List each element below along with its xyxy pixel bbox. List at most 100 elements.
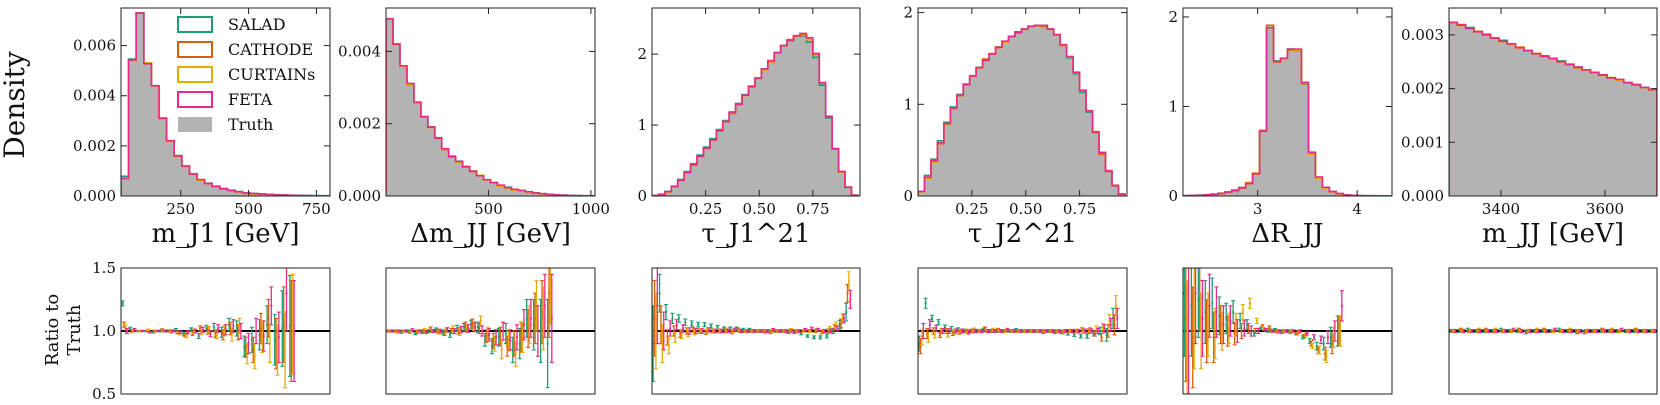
ratio-point-cathode — [945, 330, 948, 332]
ratio-point-cathode — [548, 292, 551, 295]
ratio-point-curtains — [1652, 330, 1655, 332]
ratio-point-feta — [543, 304, 546, 307]
ratio-point-salad — [129, 327, 132, 330]
truth-bar — [399, 65, 408, 196]
ratio-point-salad — [539, 330, 542, 332]
ratio-point-cathode — [401, 330, 404, 332]
ratio-point-feta — [1628, 330, 1631, 332]
truth-bar — [924, 177, 932, 196]
ratio-point-salad — [386, 330, 389, 332]
ratio-point-salad — [989, 330, 992, 332]
ratio-point-curtains — [1602, 330, 1605, 332]
ratio-point-curtains — [417, 330, 420, 332]
ratio-point-cathode — [1106, 330, 1109, 332]
truth-bar — [1060, 44, 1068, 196]
ratio-point-feta — [662, 330, 665, 332]
ratio-point-cathode — [275, 342, 278, 345]
ratio-point-curtains — [549, 279, 552, 282]
truth-bar — [413, 102, 422, 196]
ratio-point-cathode — [1268, 326, 1271, 329]
ratio-point-feta — [277, 336, 280, 339]
ratio-point-feta — [460, 328, 463, 331]
ratio-point-feta — [232, 324, 235, 327]
ratio-point-salad — [1549, 330, 1552, 332]
truth-bar — [174, 155, 183, 196]
ratio-point-cathode — [1010, 330, 1013, 332]
truth-bar — [476, 175, 484, 196]
truth-bar — [441, 149, 450, 196]
ratio-point-salad — [832, 330, 835, 332]
ratio-point-feta — [536, 330, 539, 332]
truth-bar — [793, 35, 801, 196]
step-feta — [918, 24, 1126, 196]
ratio-point-curtains — [154, 330, 157, 332]
truth-bar — [832, 149, 839, 196]
ratio-point-curtains — [920, 336, 923, 339]
ratio-point-salad — [220, 331, 223, 334]
ratio-point-feta — [688, 330, 691, 332]
ratio-point-cathode — [1317, 348, 1320, 351]
y-axis-label-density: Density — [0, 51, 31, 159]
ratio-point-curtains — [1283, 330, 1286, 332]
ratio-point-salad — [136, 330, 139, 332]
ratio-point-cathode — [1068, 330, 1071, 332]
ratio-point-curtains — [979, 330, 982, 332]
x-tick-label: 500 — [474, 200, 503, 218]
legend-label: Truth — [228, 115, 273, 134]
truth-bar — [1582, 69, 1591, 196]
x-tick-label: 1000 — [572, 200, 610, 218]
ratio-point-curtains — [796, 330, 799, 332]
ratio-point-salad — [729, 327, 732, 330]
ratio-point-feta — [1096, 330, 1099, 332]
ratio-point-cathode — [138, 330, 141, 332]
ratio-point-cathode — [153, 330, 156, 332]
ratio-frame — [385, 267, 596, 395]
truth-bar — [1066, 56, 1074, 196]
ratio-point-salad — [1092, 332, 1095, 335]
ratio-point-cathode — [1081, 328, 1084, 331]
ratio-point-curtains — [528, 323, 531, 326]
legend-label: FETA — [228, 90, 273, 109]
ratio-point-feta — [810, 327, 813, 330]
ratio-point-salad — [1566, 330, 1569, 332]
ratio-point-salad — [449, 333, 452, 336]
ratio-point-salad — [205, 327, 208, 330]
ratio-point-feta — [439, 330, 442, 332]
ratio-point-cathode — [520, 336, 523, 339]
ratio-point-feta — [1025, 330, 1028, 332]
ratio-point-salad — [243, 345, 246, 348]
ratio-point-salad — [697, 323, 700, 326]
ratio-point-curtains — [1311, 345, 1314, 348]
ratio-point-salad — [1204, 311, 1207, 314]
ratio-point-feta — [529, 317, 532, 320]
ratio-point-feta — [1545, 330, 1548, 332]
truth-bar — [1590, 72, 1600, 196]
ratio-point-salad — [1034, 330, 1037, 332]
ratio-point-cathode — [840, 322, 843, 325]
ratio-point-feta — [1215, 311, 1218, 314]
ratio-point-cathode — [267, 317, 270, 320]
truth-bar — [469, 171, 477, 196]
truth-bar — [697, 156, 704, 196]
truth-bar — [1523, 50, 1533, 196]
ratio-point-salad — [774, 330, 777, 332]
ratio-point-salad — [469, 323, 472, 326]
ratio-point-salad — [1591, 330, 1594, 332]
x-tick-label: 0.25 — [689, 200, 722, 218]
ratio-point-feta — [163, 330, 166, 332]
truth-bar — [1557, 61, 1566, 196]
ratio-point-curtains — [1486, 330, 1489, 332]
truth-bar — [1034, 25, 1042, 196]
truth-bar — [735, 104, 743, 196]
ratio-point-curtains — [828, 327, 831, 330]
truth-bar — [1322, 187, 1330, 196]
truth-bar — [212, 186, 221, 196]
truth-bar — [204, 183, 213, 196]
ratio-point-cathode — [485, 335, 488, 338]
truth-bar — [420, 116, 429, 196]
ratio-point-feta — [1103, 327, 1106, 330]
ratio-point-feta — [285, 292, 288, 295]
y-tick-label: 0.003 — [1401, 26, 1444, 44]
ratio-point-feta — [1319, 338, 1322, 341]
